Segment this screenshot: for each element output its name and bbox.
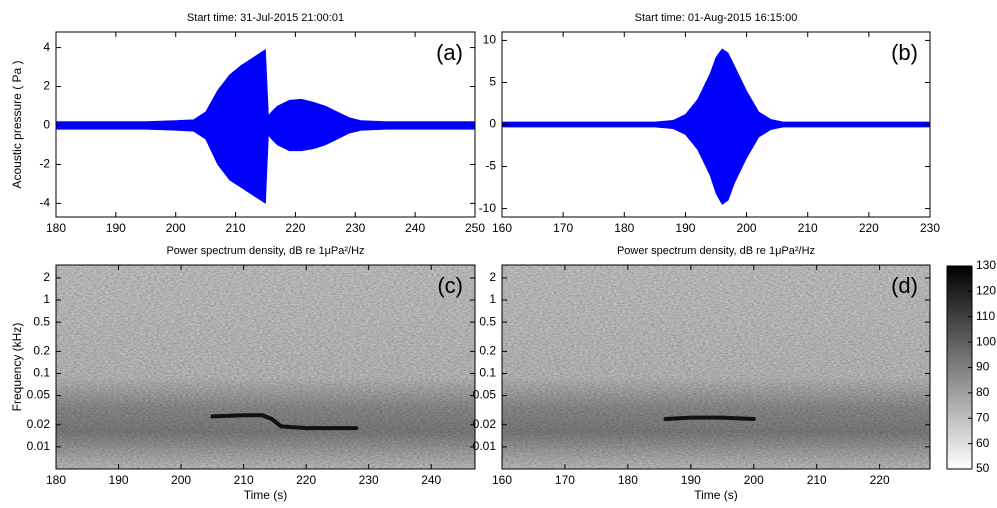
x-tick-label: 200 bbox=[744, 473, 764, 487]
y-tick-label: -2 bbox=[39, 157, 50, 171]
colorbar-tick-label: 100 bbox=[976, 334, 996, 348]
y-tick-label: 2 bbox=[43, 79, 50, 93]
x-tick-label: 170 bbox=[555, 473, 575, 487]
plot-area bbox=[56, 48, 475, 204]
plot-area bbox=[56, 265, 475, 469]
x-tick-label: 240 bbox=[421, 473, 441, 487]
colorbar-tick-label: 130 bbox=[976, 258, 996, 272]
x-tick-label: 190 bbox=[109, 473, 129, 487]
y-tick-label: 0.5 bbox=[479, 314, 496, 328]
y-tick-label: 0.5 bbox=[33, 314, 50, 328]
x-tick-label: 220 bbox=[859, 221, 879, 235]
colorbar-tick-label: 80 bbox=[976, 385, 990, 399]
x-tick-label: 230 bbox=[359, 473, 379, 487]
x-tick-label: 240 bbox=[405, 221, 425, 235]
x-tick-label: 190 bbox=[681, 473, 701, 487]
x-tick-label: 170 bbox=[553, 221, 573, 235]
y-tick-label: 0.2 bbox=[33, 344, 50, 358]
x-tick-label: 180 bbox=[614, 221, 634, 235]
x-tick-label: 190 bbox=[106, 221, 126, 235]
x-tick-label: 180 bbox=[618, 473, 638, 487]
panel-title: Start time: 01-Aug-2015 16:15:00 bbox=[635, 12, 798, 24]
x-tick-label: 210 bbox=[234, 473, 254, 487]
x-tick-label: 200 bbox=[737, 221, 757, 235]
waveform-envelope bbox=[56, 125, 475, 204]
spectrogram-noise bbox=[502, 265, 930, 469]
y-tick-label: 0 bbox=[489, 117, 496, 131]
y-tick-label: 0.05 bbox=[473, 388, 497, 402]
colorbar-tick-label: 70 bbox=[976, 410, 990, 424]
colorbar-tick-label: 90 bbox=[976, 360, 990, 374]
y-tick-label: 5 bbox=[489, 75, 496, 89]
x-tick-label: 210 bbox=[798, 221, 818, 235]
x-axis-label: Time (s) bbox=[694, 488, 738, 502]
x-tick-label: 180 bbox=[46, 221, 66, 235]
colorbar-tick-label: 110 bbox=[976, 309, 995, 323]
y-tick-label: 0.02 bbox=[27, 417, 51, 431]
colorbar-tick-label: 120 bbox=[976, 284, 996, 298]
spectral-track bbox=[663, 415, 756, 421]
x-tick-label: 160 bbox=[492, 473, 512, 487]
panel-label: (a) bbox=[436, 40, 463, 65]
spectrogram-noise bbox=[56, 265, 475, 469]
x-tick-label: 200 bbox=[166, 221, 186, 235]
y-tick-label: -10 bbox=[479, 201, 497, 215]
colorbar-tick-label: 60 bbox=[976, 436, 990, 450]
colorbar bbox=[946, 265, 973, 470]
panel-label: (d) bbox=[891, 273, 918, 298]
x-tick-label: 210 bbox=[807, 473, 827, 487]
y-tick-label: 2 bbox=[489, 270, 496, 284]
panel-title: Power spectrum density, dB re 1μPa²/Hz bbox=[617, 245, 815, 257]
y-tick-label: 0.05 bbox=[27, 388, 51, 402]
y-axis-label: Acoustic pressure ( Pa ) bbox=[10, 60, 24, 188]
y-tick-label: -4 bbox=[39, 196, 50, 210]
y-tick-label: 0.01 bbox=[473, 439, 497, 453]
y-tick-label: 1 bbox=[489, 292, 496, 306]
panel-label: (c) bbox=[437, 273, 463, 298]
waveform-envelope bbox=[56, 48, 475, 126]
y-tick-label: 2 bbox=[43, 270, 50, 284]
y-axis-label: Frequency (kHz) bbox=[10, 323, 24, 412]
colorbar-tick-label: 50 bbox=[976, 461, 990, 475]
axes-frame bbox=[501, 264, 931, 470]
panel-title: Power spectrum density, dB re 1μPa²/Hz bbox=[166, 245, 364, 257]
y-tick-label: 0 bbox=[43, 118, 50, 132]
y-tick-label: 0.2 bbox=[479, 344, 496, 358]
y-tick-label: 0.1 bbox=[479, 366, 496, 380]
waveform-envelope bbox=[502, 48, 930, 125]
x-tick-label: 160 bbox=[492, 221, 512, 235]
x-tick-label: 230 bbox=[345, 221, 365, 235]
x-tick-label: 220 bbox=[296, 473, 316, 487]
y-tick-label: 10 bbox=[483, 33, 497, 47]
y-tick-label: 0.1 bbox=[33, 366, 50, 380]
y-tick-label: 0.02 bbox=[473, 417, 497, 431]
y-tick-label: 0.01 bbox=[27, 439, 51, 453]
axes-frame bbox=[55, 264, 476, 470]
y-tick-label: -5 bbox=[485, 159, 496, 173]
x-tick-label: 200 bbox=[171, 473, 191, 487]
panel-label: (b) bbox=[891, 40, 918, 65]
x-tick-label: 190 bbox=[675, 221, 695, 235]
x-tick-label: 250 bbox=[465, 221, 485, 235]
x-tick-label: 220 bbox=[870, 473, 890, 487]
waveform-envelope bbox=[502, 124, 930, 205]
plot-area bbox=[502, 265, 930, 469]
x-tick-label: 220 bbox=[285, 221, 305, 235]
spectral-track bbox=[210, 413, 359, 431]
axes-frame bbox=[55, 31, 476, 218]
x-axis-label: Time (s) bbox=[244, 488, 288, 502]
y-tick-label: 1 bbox=[43, 292, 50, 306]
plot-area bbox=[502, 48, 930, 205]
x-tick-label: 210 bbox=[226, 221, 246, 235]
y-tick-label: 4 bbox=[43, 40, 50, 54]
x-tick-label: 230 bbox=[920, 221, 940, 235]
x-tick-label: 180 bbox=[46, 473, 66, 487]
panel-title: Start time: 31-Jul-2015 21:00:01 bbox=[187, 12, 344, 24]
